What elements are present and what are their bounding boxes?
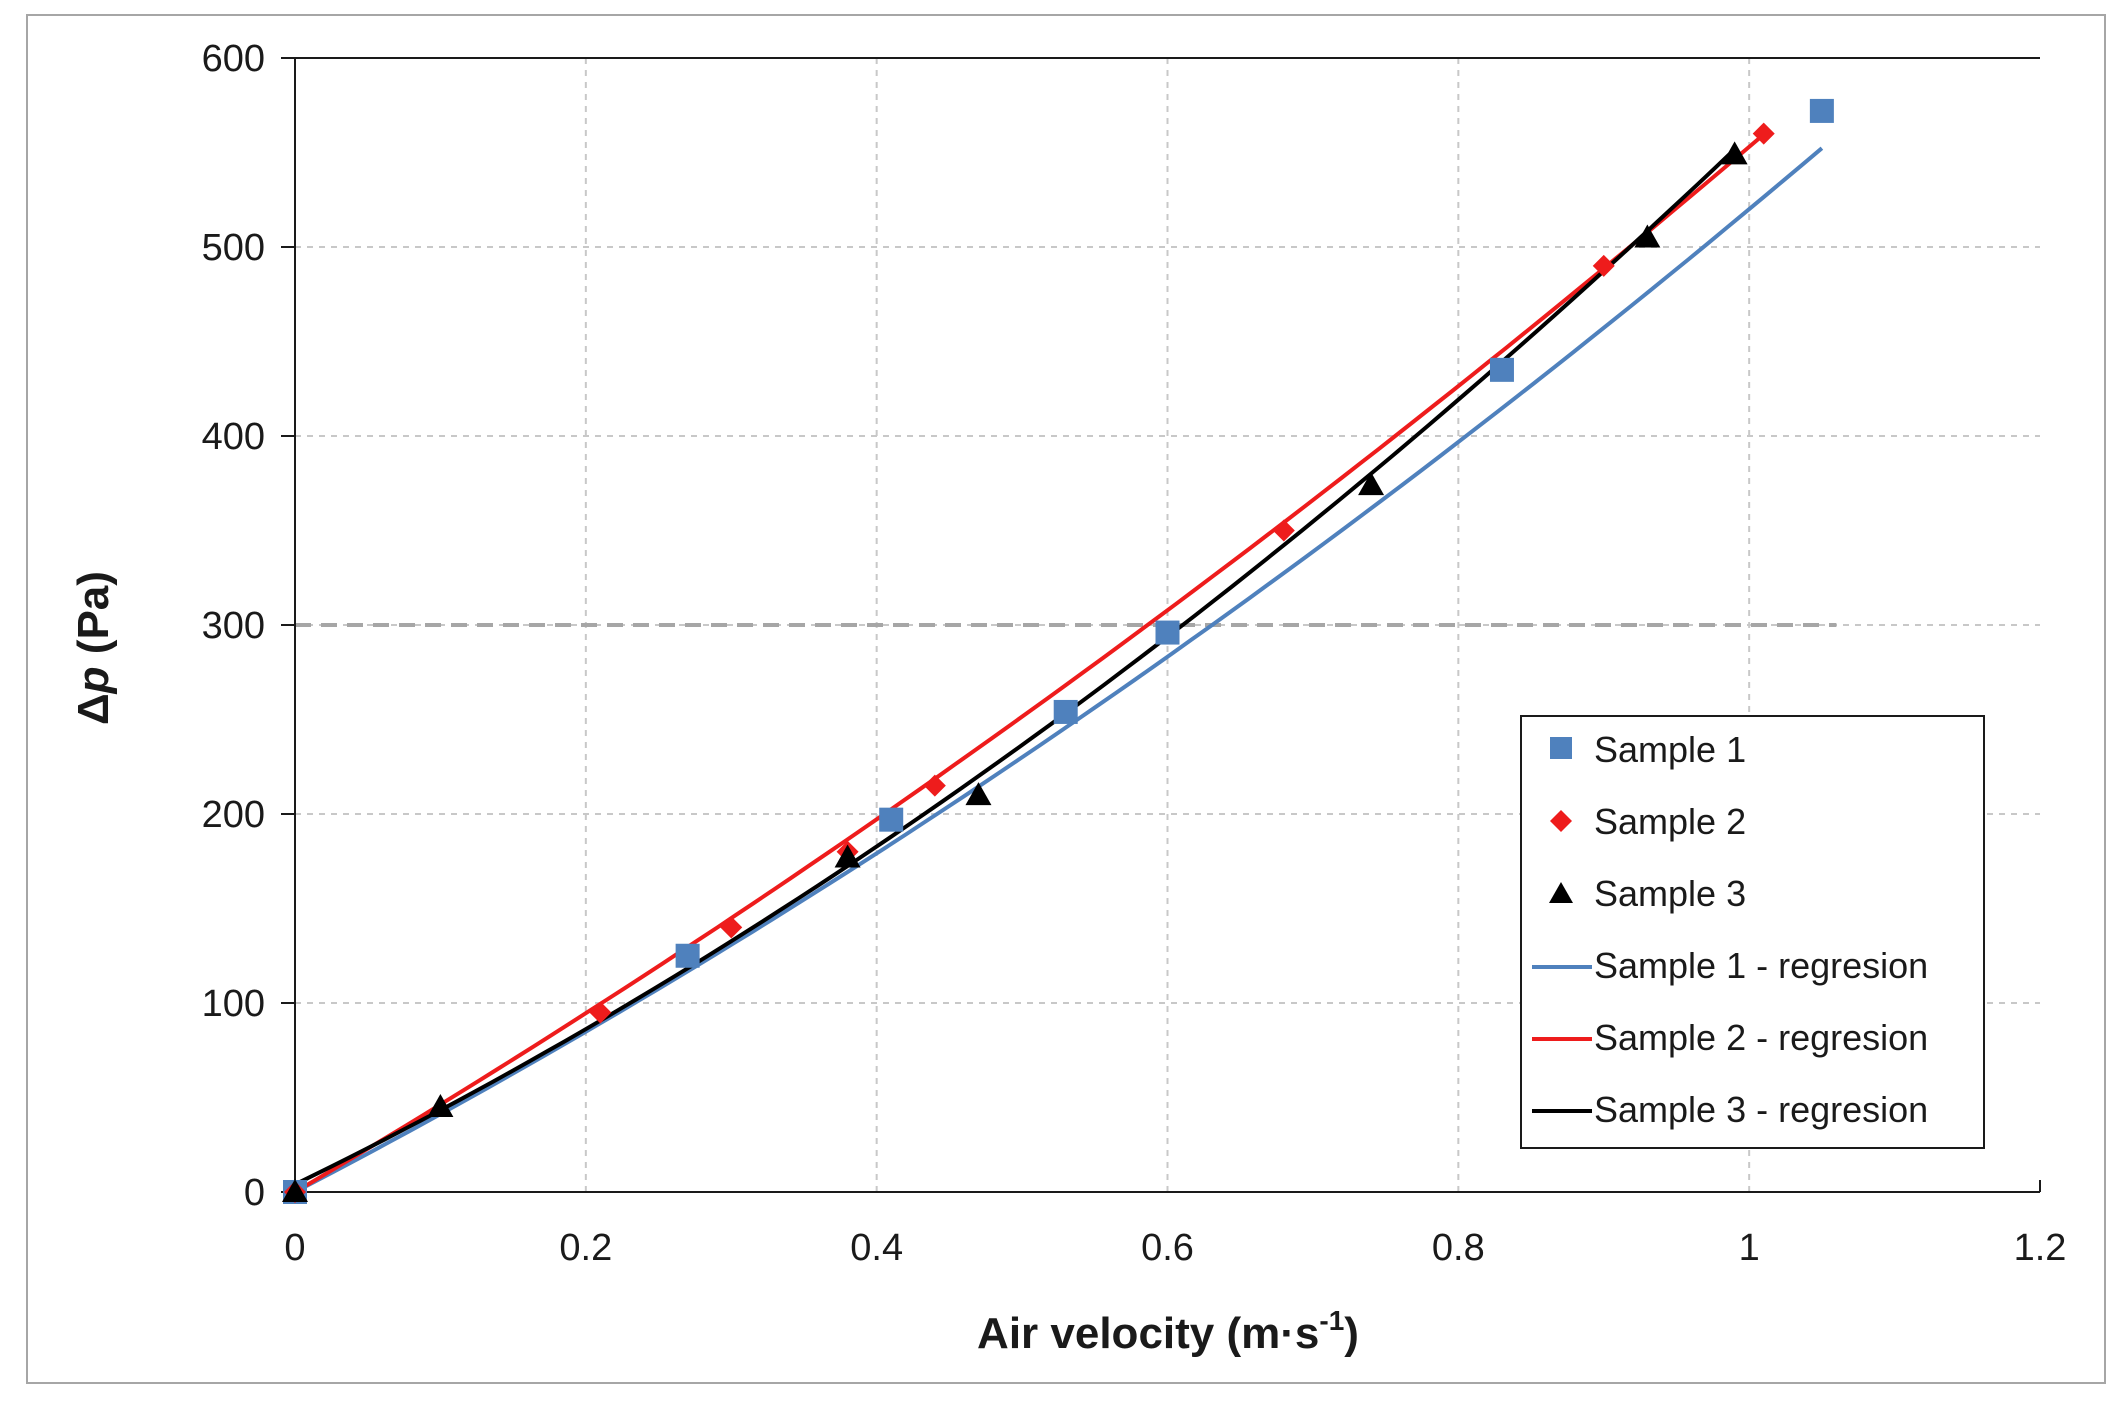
y-tick-label: 100 (202, 983, 265, 1025)
y-tick-label: 0 (244, 1172, 265, 1214)
legend-label-regression-3: Sample 3 - regresion (1594, 1089, 1928, 1130)
sample-2-point (589, 1001, 612, 1024)
sample-3-point (1358, 472, 1385, 496)
legend-label-sample-2: Sample 2 (1594, 801, 1746, 842)
sample-3-point (1634, 224, 1661, 248)
legend: Sample 1 Sample 2 Sample 3 Sample 1 - re… (1520, 715, 1985, 1149)
regression-line-2 (293, 132, 1765, 1194)
sample-1-point (879, 807, 904, 832)
regression-line-1 (294, 146, 1824, 1194)
x-tick-label: 0.6 (1141, 1227, 1194, 1269)
x-tick-label: 1 (1739, 1227, 1760, 1269)
sample-3-point (427, 1093, 454, 1117)
x-tick-label: 0.8 (1432, 1227, 1485, 1269)
legend-marker-sample-1 (1550, 737, 1572, 759)
legend-label-sample-3: Sample 3 (1594, 873, 1746, 914)
sample-1-point (1053, 699, 1078, 724)
axes-layer: 0 0.2 0.4 0.6 0.8 1 1.2 0 100 200 300 400 500 600 (202, 38, 2067, 1269)
y-tick-label: 200 (202, 794, 265, 836)
regression-line-3 (294, 147, 1736, 1187)
y-tick-label: 300 (202, 605, 265, 647)
sample-1-point (1809, 98, 1834, 123)
legend-label-regression-2: Sample 2 - regresion (1594, 1017, 1928, 1058)
legend-label-regression-1: Sample 1 - regresion (1594, 945, 1928, 986)
sample-1-point (1489, 357, 1514, 382)
sample-3-point (1721, 141, 1748, 165)
x-tick-label: 1.2 (2014, 1227, 2067, 1269)
sample-1-point (1155, 620, 1180, 645)
y-tick-label: 500 (202, 227, 265, 269)
sample-3-point (282, 1179, 308, 1202)
sample-2-point (1272, 519, 1295, 542)
chart-frame (26, 14, 2106, 1384)
sample-2-point (1592, 254, 1615, 277)
y-axis-title: Δp (Pa) (69, 571, 118, 725)
x-tick-label: 0.2 (559, 1227, 612, 1269)
sample-2-point (1752, 122, 1775, 145)
legend-label-sample-1: Sample 1 (1594, 729, 1746, 770)
x-tick-label: 0.4 (850, 1227, 903, 1269)
x-tick-label: 0 (284, 1227, 305, 1269)
y-tick-label: 400 (202, 416, 265, 458)
legend-box (1520, 715, 1985, 1149)
legend-marker-sample-2 (1550, 810, 1572, 832)
y-tick-label: 600 (202, 38, 265, 80)
x-axis-title: Air velocity (m·s-1) (977, 1305, 1359, 1358)
sample-2-point (923, 774, 946, 797)
legend-marker-sample-3 (1549, 882, 1573, 903)
sample-3-point (834, 844, 861, 868)
marker-layer (282, 98, 1834, 1204)
sample-3-point (965, 782, 992, 806)
sample-2-point (720, 916, 743, 939)
sample-1-point (675, 943, 700, 968)
